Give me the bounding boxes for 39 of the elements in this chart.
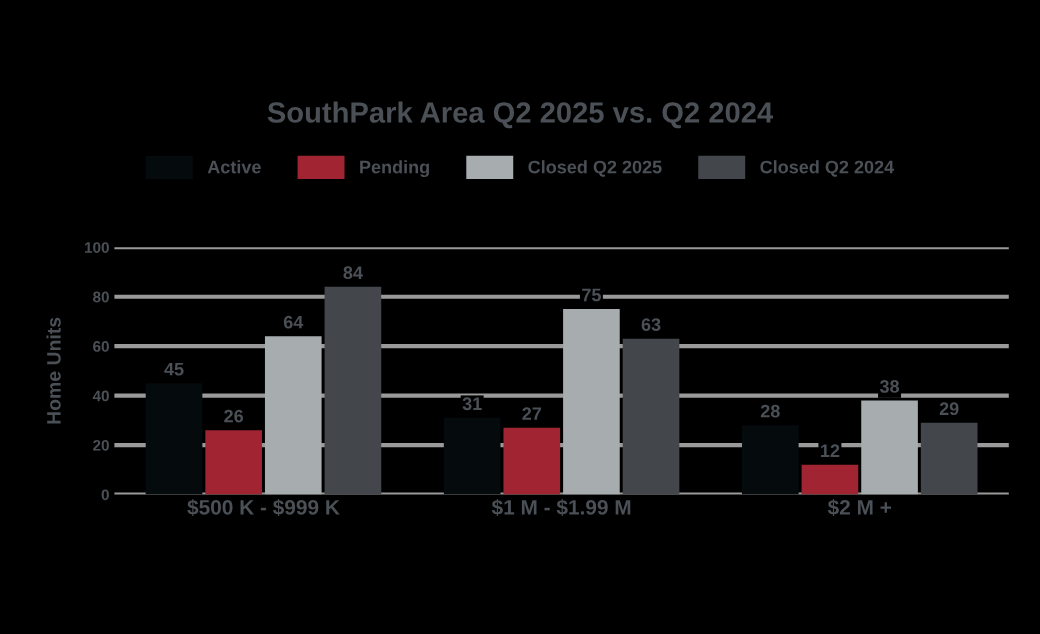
x-tick-label: $500 K - $999 K [187,499,340,517]
y-axis-title: Home Units [46,317,61,424]
data-label: 27 [522,407,542,420]
data-label: 75 [582,288,601,302]
data-label: 26 [224,409,244,423]
legend-label: Closed Q2 2025 [528,160,662,177]
data-label: 31 [462,397,482,411]
bar [920,422,978,495]
data-label: 29 [939,402,959,416]
data-label: 84 [343,266,363,280]
bar [861,400,918,495]
bar [503,427,561,495]
bar [801,464,859,495]
bar [443,417,501,495]
y-tick-label: 0 [101,489,109,501]
y-tick-label: 80 [93,291,109,303]
legend-label: Pending [360,160,429,178]
y-tick-label: 100 [85,242,109,253]
data-label: 12 [821,444,840,457]
bar [205,430,262,495]
data-label: 45 [164,362,184,376]
bar [324,286,382,495]
data-label: 28 [760,404,780,418]
legend-label: Active [207,160,261,174]
bar [622,338,680,495]
data-label: 38 [879,380,900,393]
bar [741,425,799,495]
y-tick-label: 40 [92,390,109,402]
x-tick-label: $1 M - $1.99 M [491,499,631,517]
bar [264,336,322,495]
chart-title: SouthPark Area Q2 2025 vs. Q2 2024 [267,101,774,129]
legend-label: Closed Q2 2024 [760,160,895,177]
data-label: 63 [641,318,661,332]
x-tick-label: $2 M + [827,499,892,517]
bar [145,383,203,495]
bar [563,309,620,495]
y-tick-label: 60 [93,341,109,352]
data-label: 64 [283,315,304,329]
y-tick-label: 20 [93,439,109,451]
